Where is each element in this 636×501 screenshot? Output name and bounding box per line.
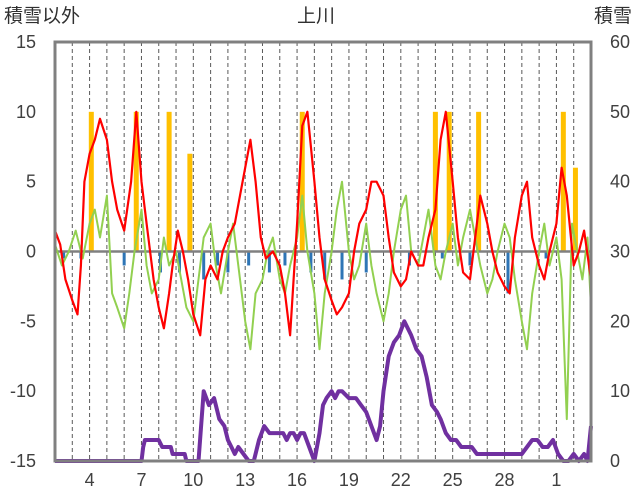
x-tick-label: 7 (136, 470, 146, 490)
snow-depth-line (55, 319, 593, 463)
bar-positive (572, 167, 578, 252)
bar-negative (62, 251, 66, 259)
bar-negative (267, 251, 271, 273)
bar-negative (247, 251, 251, 266)
bar-negative (226, 251, 230, 273)
bar-negative (216, 251, 220, 266)
left-tick-label: 5 (26, 172, 36, 192)
bar-negative (364, 251, 368, 273)
right-tick-label: 20 (610, 311, 630, 331)
x-axis-ticks: 4 7 10 13 16 19 22 25 28 1 (85, 470, 562, 490)
x-tick-label: 10 (183, 470, 203, 490)
bar-negative (506, 251, 510, 294)
bar-negative (309, 251, 313, 273)
left-tick-label: 15 (16, 32, 36, 52)
bar-negative (177, 251, 181, 273)
left-tick-label: -10 (10, 381, 36, 401)
x-tick-label: 4 (85, 470, 95, 490)
x-tick-label: 1 (551, 470, 561, 490)
bar-positive (187, 153, 193, 252)
right-axis-label: 積雪 (594, 5, 632, 27)
right-tick-label: 30 (610, 242, 630, 262)
left-tick-label: 10 (16, 102, 36, 122)
left-axis-label: 積雪以外 (4, 5, 80, 27)
bar-positive (476, 111, 482, 252)
right-tick-label: 10 (610, 381, 630, 401)
left-axis-ticks: 15 10 5 0 -5 -10 -15 (10, 32, 36, 471)
bar-positive (432, 111, 438, 252)
left-tick-label: -5 (20, 311, 36, 331)
x-tick-label: 19 (339, 470, 359, 490)
chart-title: 上川 (297, 5, 335, 27)
right-tick-label: 50 (610, 102, 630, 122)
red-series-line (53, 110, 593, 337)
bar-negative (468, 251, 472, 266)
right-tick-label: 0 (610, 451, 620, 471)
right-tick-label: 40 (610, 172, 630, 192)
x-tick-label: 22 (391, 470, 411, 490)
bar-positive (133, 111, 139, 252)
bar-negative (202, 251, 206, 280)
left-tick-label: 0 (26, 242, 36, 262)
line-series (53, 110, 593, 463)
plot-frame (53, 40, 593, 463)
right-axis-ticks: 60 50 40 30 20 10 0 (610, 32, 630, 471)
bar-negative (122, 251, 126, 266)
x-tick-label: 16 (287, 470, 307, 490)
bar-positive (446, 111, 452, 252)
bar-positive (299, 111, 305, 252)
x-tick-label: 28 (495, 470, 515, 490)
green-series-line (54, 180, 592, 421)
bar-negative (440, 251, 444, 259)
x-tick-label: 25 (443, 470, 463, 490)
bar-positive (166, 111, 172, 252)
right-tick-label: 60 (610, 32, 630, 52)
left-tick-label: -15 (10, 451, 36, 471)
bar-negative (340, 251, 344, 280)
bar-negative (323, 251, 327, 280)
bar-negative (544, 251, 548, 259)
bar-series (62, 111, 578, 294)
x-tick-label: 13 (235, 470, 255, 490)
bar-positive (88, 111, 94, 252)
bar-negative (283, 251, 287, 266)
